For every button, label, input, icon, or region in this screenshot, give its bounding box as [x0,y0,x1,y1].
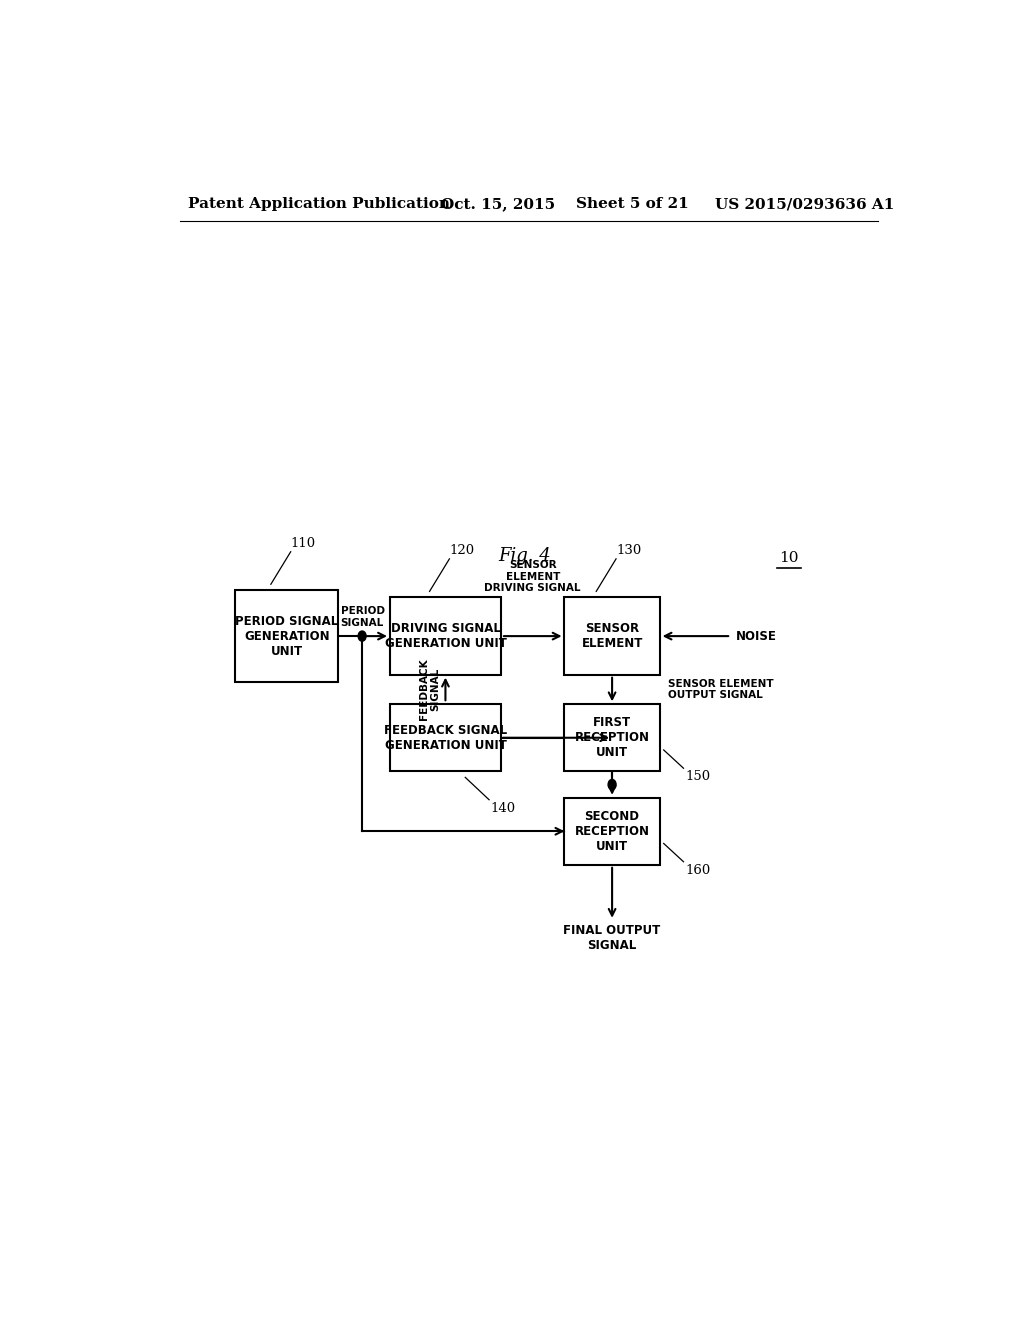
FancyBboxPatch shape [564,598,659,675]
Text: 160: 160 [685,863,711,876]
Text: FEEDBACK
SIGNAL: FEEDBACK SIGNAL [419,659,440,721]
Text: Oct. 15, 2015: Oct. 15, 2015 [441,197,556,211]
FancyBboxPatch shape [564,704,659,771]
Text: Patent Application Publication: Patent Application Publication [187,197,450,211]
Text: PERIOD
SIGNAL: PERIOD SIGNAL [341,606,385,628]
Text: PERIOD SIGNAL
GENERATION
UNIT: PERIOD SIGNAL GENERATION UNIT [236,615,338,657]
Text: FEEDBACK SIGNAL
GENERATION UNIT: FEEDBACK SIGNAL GENERATION UNIT [384,723,507,752]
Text: 140: 140 [490,801,516,814]
FancyBboxPatch shape [390,598,501,675]
Text: 10: 10 [778,550,799,565]
Text: DRIVING SIGNAL
GENERATION UNIT: DRIVING SIGNAL GENERATION UNIT [384,622,507,651]
Text: 120: 120 [450,544,474,557]
Circle shape [358,631,367,642]
FancyBboxPatch shape [564,797,659,865]
Text: US 2015/0293636 A1: US 2015/0293636 A1 [715,197,895,211]
Text: 130: 130 [616,544,641,557]
Text: SENSOR ELEMENT
OUTPUT SIGNAL: SENSOR ELEMENT OUTPUT SIGNAL [668,678,773,701]
FancyBboxPatch shape [390,704,501,771]
Text: SECOND
RECEPTION
UNIT: SECOND RECEPTION UNIT [574,809,649,853]
Text: 110: 110 [291,537,315,549]
Text: Sheet 5 of 21: Sheet 5 of 21 [577,197,689,211]
Text: Fig. 4: Fig. 4 [499,546,551,565]
Text: FIRST
RECEPTION
UNIT: FIRST RECEPTION UNIT [574,717,649,759]
Text: NOISE: NOISE [736,630,777,643]
Text: 150: 150 [685,771,711,783]
Text: SENSOR
ELEMENT: SENSOR ELEMENT [582,622,643,651]
Text: FINAL OUTPUT
SIGNAL: FINAL OUTPUT SIGNAL [563,924,660,952]
Text: SENSOR
ELEMENT
DRIVING SIGNAL: SENSOR ELEMENT DRIVING SIGNAL [484,560,581,594]
Circle shape [608,779,616,789]
FancyBboxPatch shape [236,590,338,682]
